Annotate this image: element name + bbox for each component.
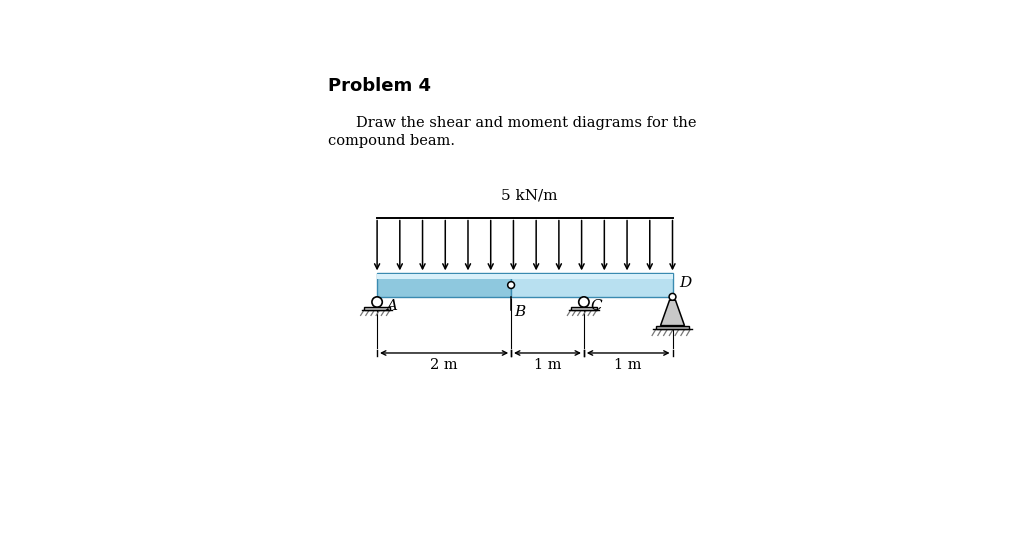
Circle shape xyxy=(669,294,676,300)
Text: B: B xyxy=(514,305,525,319)
Circle shape xyxy=(372,297,382,307)
Polygon shape xyxy=(660,300,684,326)
Bar xyxy=(364,307,390,310)
Circle shape xyxy=(579,297,589,307)
Text: C: C xyxy=(591,299,602,313)
Bar xyxy=(655,326,689,330)
Bar xyxy=(570,307,597,310)
Text: A: A xyxy=(386,299,397,313)
Bar xyxy=(377,275,673,279)
Text: 5 kN/m: 5 kN/m xyxy=(501,188,557,202)
Text: 1 m: 1 m xyxy=(614,358,642,372)
Bar xyxy=(511,274,673,297)
Bar xyxy=(377,274,511,297)
Text: compound beam.: compound beam. xyxy=(328,134,455,148)
Text: Draw the shear and moment diagrams for the: Draw the shear and moment diagrams for t… xyxy=(355,116,696,130)
Text: 2 m: 2 m xyxy=(430,358,458,372)
Circle shape xyxy=(508,282,514,289)
Text: Problem 4: Problem 4 xyxy=(328,77,431,96)
Text: 1 m: 1 m xyxy=(534,358,561,372)
Text: D: D xyxy=(679,276,691,290)
